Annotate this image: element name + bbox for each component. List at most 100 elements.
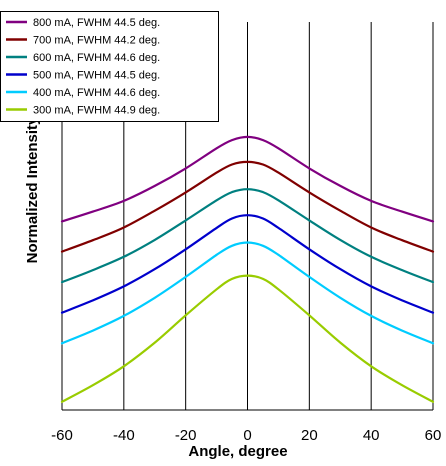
- series-1-point-14: [432, 250, 434, 253]
- series-5-point-11: [339, 341, 342, 344]
- x-tick-label-0: -60: [51, 427, 73, 444]
- series-3-point-2: [122, 285, 125, 288]
- series-1-point-0: [61, 250, 63, 253]
- series-2-point-7: [246, 188, 249, 191]
- series-4-point-11: [339, 296, 342, 299]
- series-4-point-5: [215, 253, 218, 256]
- series-3-point-3: [153, 268, 156, 270]
- series-3-point-12: [370, 285, 373, 288]
- series-4-point-4: [184, 276, 187, 278]
- x-tick-label-1: -40: [113, 427, 135, 444]
- series-3-point-0: [61, 311, 63, 314]
- series-3-point-10: [308, 248, 311, 251]
- series-0-point-13: [401, 210, 403, 213]
- series-3-point-6: [231, 217, 233, 220]
- legend-label-4: 400 mA, FWHM 44.6 deg.: [33, 87, 160, 99]
- series-2-point-9: [277, 199, 280, 202]
- series-2-point-3: [153, 239, 156, 241]
- series-0-point-7: [246, 136, 249, 138]
- series-1-point-7: [246, 161, 249, 163]
- series-5-point-4: [184, 314, 187, 317]
- series-5-point-8: [262, 278, 264, 280]
- series-0-point-1: [92, 210, 94, 213]
- series-2-point-14: [432, 281, 434, 283]
- series-3-point-11: [339, 268, 342, 270]
- series-2-point-1: [92, 269, 94, 271]
- series-0-point-14: [432, 220, 434, 223]
- series-0-point-9: [277, 147, 280, 150]
- series-5-point-2: [122, 365, 125, 368]
- series-0-point-5: [215, 147, 218, 150]
- series-2-point-13: [401, 269, 403, 271]
- series-1-point-3: [153, 209, 156, 212]
- series-0-point-4: [184, 167, 187, 170]
- x-tick-label-6: 60: [425, 427, 442, 444]
- series-2-point-12: [370, 255, 373, 258]
- plot-area: -60 -40 -20 0 20 40 60: [51, 22, 441, 444]
- legend: 800 mA, FWHM 44.5 deg. 700 mA, FWHM 44.2 …: [0, 11, 219, 122]
- series-5-point-5: [215, 288, 218, 291]
- series-5-point-3: [153, 341, 156, 344]
- legend-label-5: 300 mA, FWHM 44.9 deg.: [33, 105, 160, 117]
- series-4-point-13: [401, 329, 403, 332]
- series-3-point-13: [401, 299, 403, 302]
- series-4-point-3: [153, 296, 156, 299]
- series-5-point-6: [231, 278, 233, 280]
- series-4-point-14: [432, 342, 434, 345]
- series-1-point-12: [370, 226, 373, 229]
- series-4-point-9: [277, 253, 280, 256]
- y-axis-title: Normalized Intensity: [24, 116, 41, 263]
- series-5-point-0: [61, 400, 63, 403]
- series-4-point-0: [61, 342, 63, 345]
- series-4-point-8: [262, 244, 264, 247]
- series-0-point-8: [262, 139, 264, 142]
- x-tick-label-3: 0: [243, 427, 251, 444]
- series-4-point-1: [92, 329, 94, 332]
- series-2-point-5: [215, 199, 218, 202]
- legend-label-1: 700 mA, FWHM 44.2 deg.: [33, 35, 160, 47]
- series-2-point-8: [262, 191, 264, 194]
- series-0-point-0: [61, 220, 63, 223]
- series-3-point-8: [262, 217, 264, 220]
- legend-label-0: 800 mA, FWHM 44.5 deg.: [33, 17, 160, 29]
- series-5-point-1: [92, 384, 94, 387]
- x-tick-label-2: -20: [175, 427, 197, 444]
- series-2-point-11: [339, 239, 342, 241]
- series-1-point-8: [262, 163, 264, 166]
- series-1-point-1: [92, 239, 94, 242]
- series-2-point-10: [308, 219, 311, 222]
- series-4-point-2: [122, 315, 125, 317]
- series-3-point-1: [92, 299, 94, 302]
- series-5-point-10: [308, 314, 311, 317]
- series-4-point-6: [231, 244, 233, 247]
- series-1-point-2: [122, 226, 125, 229]
- legend-label-3: 500 mA, FWHM 44.5 deg.: [33, 70, 160, 82]
- series-3-point-14: [432, 311, 434, 314]
- series-2-point-6: [231, 191, 233, 194]
- series-4-point-7: [246, 241, 249, 244]
- series-0-point-10: [308, 167, 311, 170]
- series-1-point-13: [401, 239, 403, 242]
- x-tick-label-4: 20: [301, 427, 318, 444]
- series-1-point-10: [308, 191, 311, 194]
- series-1-point-11: [339, 209, 342, 212]
- series-1-point-6: [231, 163, 233, 166]
- series-3-point-4: [184, 248, 187, 251]
- series-3-point-9: [277, 227, 280, 229]
- series-0-point-6: [231, 139, 233, 142]
- x-tick-label-5: 40: [363, 427, 380, 444]
- series-5-point-7: [246, 274, 249, 277]
- series-5-point-13: [401, 384, 403, 387]
- series-1-point-5: [215, 171, 218, 174]
- series-0-point-11: [339, 185, 342, 187]
- series-5-point-12: [370, 365, 373, 368]
- series-0-point-3: [153, 185, 156, 187]
- series-0-point-12: [370, 200, 373, 202]
- series-2-point-2: [122, 255, 125, 258]
- series-4-point-10: [308, 276, 311, 278]
- series-3-point-5: [215, 227, 218, 229]
- series-4-point-12: [370, 315, 373, 317]
- x-axis-title: Angle, degree: [188, 443, 287, 460]
